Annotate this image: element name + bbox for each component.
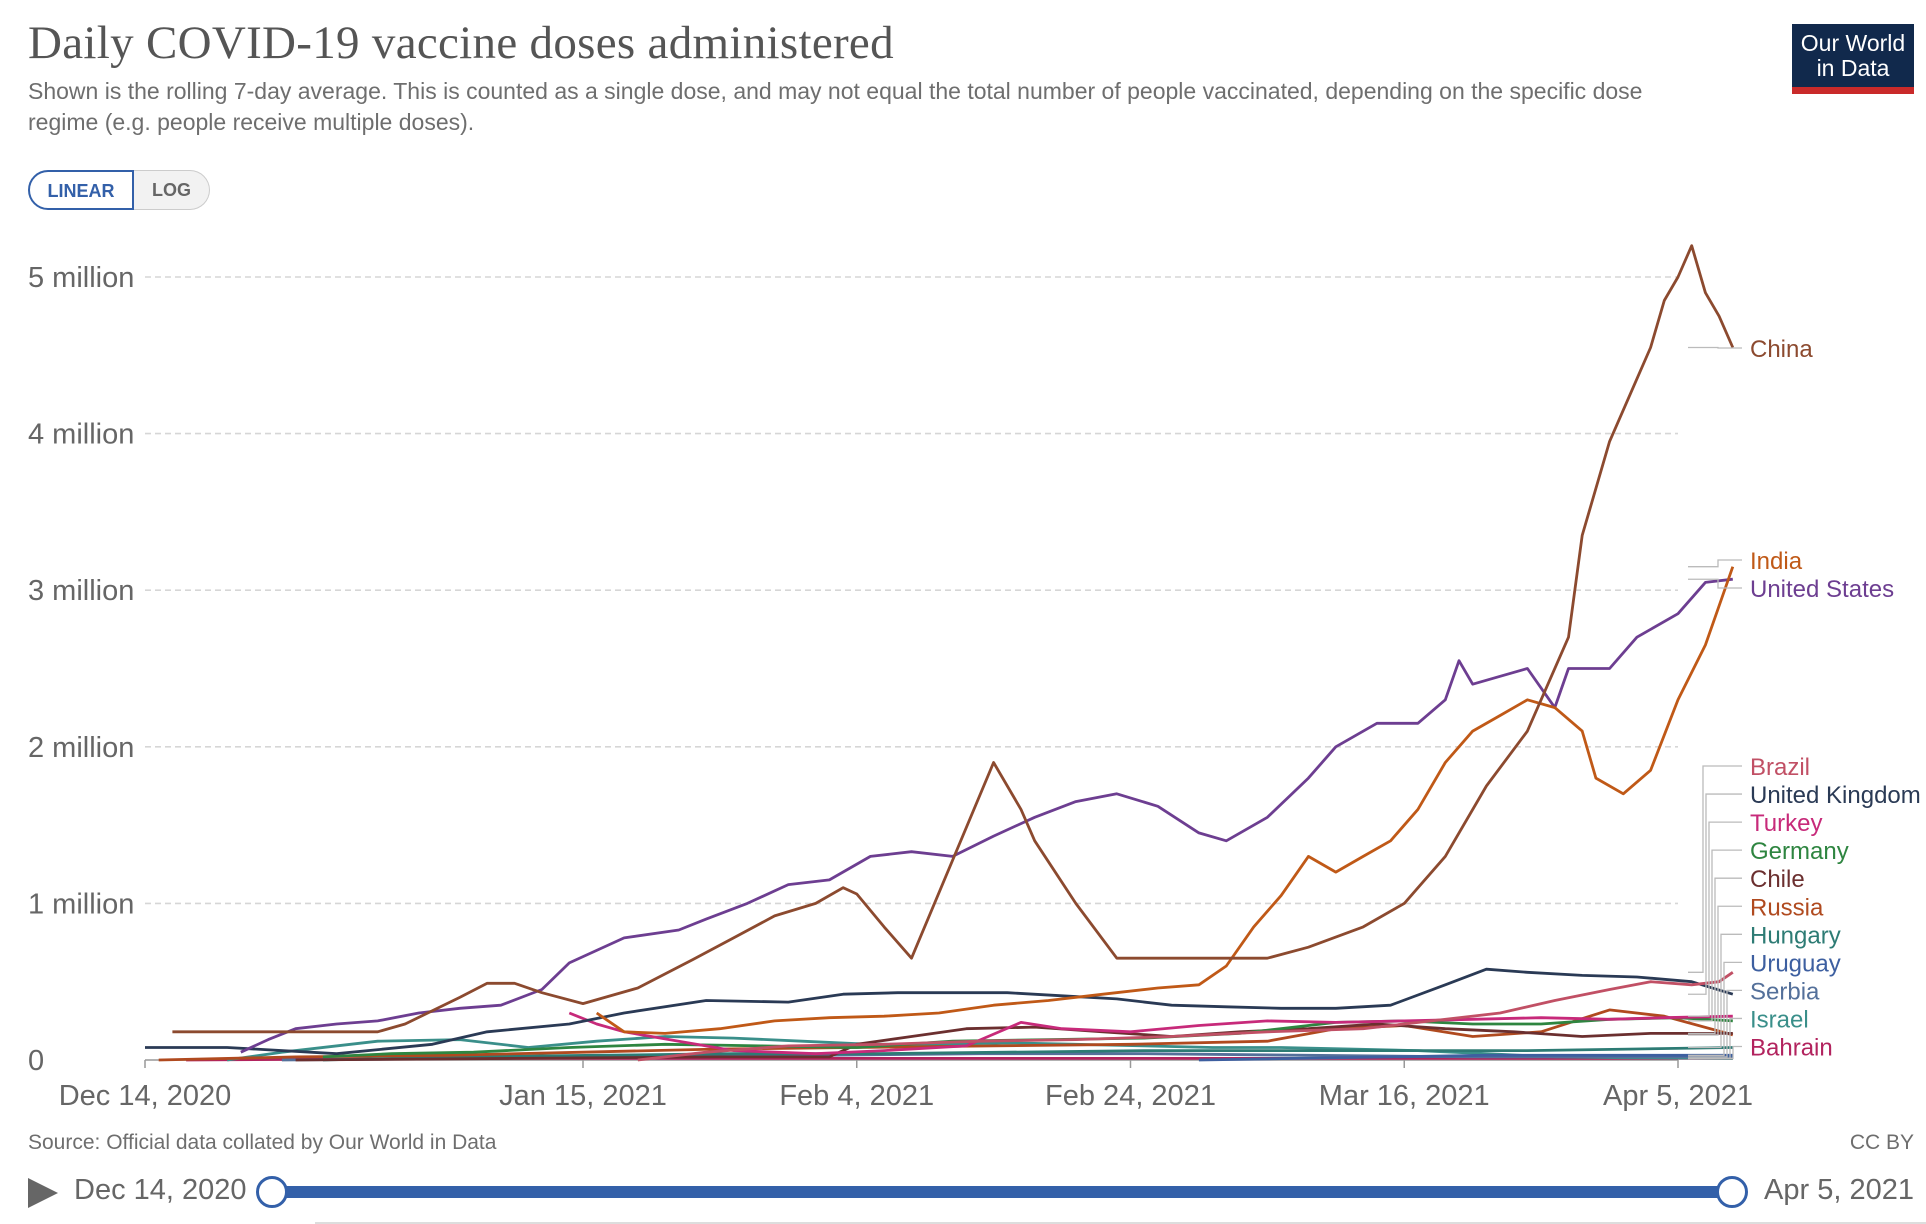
label-connector	[1688, 821, 1742, 1017]
series-line-united-states[interactable]	[240, 577, 1733, 1054]
bottom-divider	[315, 1222, 1926, 1224]
timeline-end-handle[interactable]	[1716, 1176, 1748, 1208]
label-connector	[1688, 765, 1742, 973]
x-tick-label: Feb 24, 2021	[1045, 1080, 1216, 1112]
series-label[interactable]: China	[1750, 336, 1813, 363]
owid-logo[interactable]: Our World in Data	[1792, 24, 1914, 94]
logo-line-1: Our World	[1800, 30, 1906, 56]
x-tick-label: Feb 4, 2021	[779, 1080, 934, 1112]
label-connector	[1688, 933, 1742, 1049]
series-label[interactable]: Hungary	[1750, 922, 1841, 949]
label-connector	[1688, 877, 1742, 1035]
x-tick-label: Mar 16, 2021	[1319, 1080, 1490, 1112]
label-connector	[1688, 989, 1742, 1058]
y-axis: 0 1 million 2 million 3 million 4 million 5 m…	[28, 262, 134, 1077]
y-tick-label: 0	[28, 1045, 44, 1077]
license-label[interactable]: CC BY	[1849, 1131, 1914, 1154]
series-label[interactable]: Bahrain	[1750, 1035, 1833, 1062]
series-label[interactable]: United Kingdom	[1750, 782, 1921, 809]
y-tick-label: 2 million	[28, 732, 134, 764]
series-line-turkey[interactable]	[568, 1011, 1733, 1056]
label-connector	[1688, 1045, 1742, 1060]
series-line-united-kingdom[interactable]	[145, 967, 1734, 1056]
series-line-hungary[interactable]	[322, 1046, 1733, 1062]
timeline-start-handle[interactable]	[256, 1176, 288, 1208]
series-label[interactable]: Chile	[1750, 866, 1805, 893]
chart-subtitle: Shown is the rolling 7-day average. This…	[28, 78, 1643, 135]
series-label[interactable]: Germany	[1750, 838, 1849, 865]
series-label[interactable]: Turkey	[1750, 810, 1822, 837]
grid-lines	[145, 276, 1678, 905]
label-connector	[1688, 961, 1742, 1056]
series-label[interactable]: Russia	[1750, 894, 1824, 921]
logo-line-2: in Data	[1816, 55, 1890, 81]
chart-title: Daily COVID-19 vaccine doses administere…	[28, 17, 894, 69]
series-label[interactable]: Uruguay	[1750, 950, 1841, 977]
x-tick-label: Apr 5, 2021	[1603, 1080, 1753, 1112]
y-tick-label: 3 million	[28, 575, 134, 607]
label-connector	[1688, 793, 1742, 995]
series-line-uruguay[interactable]	[1198, 1053, 1733, 1062]
series-line-brazil[interactable]	[637, 971, 1734, 1062]
series-label[interactable]: Israel	[1750, 1006, 1809, 1033]
x-axis: Dec 14, 2020 Jan 15, 2021 Feb 4, 2021 Feb 2…	[59, 1059, 1753, 1112]
label-connector	[1688, 849, 1742, 1022]
series-line-chile[interactable]	[295, 1022, 1733, 1062]
y-tick-label: 5 million	[28, 262, 134, 294]
series-label[interactable]: Brazil	[1750, 754, 1810, 781]
linear-scale-button[interactable]: LINEAR	[28, 170, 134, 210]
y-tick-label: 4 million	[28, 419, 134, 451]
label-connector	[1688, 905, 1742, 1036]
x-tick-label: Jan 15, 2021	[499, 1080, 667, 1112]
label-connector	[1688, 346, 1742, 349]
play-icon[interactable]	[28, 1178, 58, 1208]
source-note: Source: Official data collated by Our Wo…	[28, 1131, 497, 1154]
log-scale-button[interactable]: LOG	[134, 170, 210, 210]
timeline-start-label: Dec 14, 2020	[74, 1174, 247, 1206]
series-lines	[145, 244, 1735, 1062]
series-line-india[interactable]	[595, 566, 1735, 1035]
x-tick-label: Dec 14, 2020	[59, 1080, 232, 1112]
series-label[interactable]: United States	[1750, 576, 1894, 603]
series-label[interactable]: India	[1750, 548, 1803, 575]
series-line-china[interactable]	[172, 244, 1735, 1034]
label-connector	[1688, 559, 1742, 568]
y-tick-label: 1 million	[28, 888, 134, 920]
series-label[interactable]: Serbia	[1750, 978, 1820, 1005]
timeline-track[interactable]	[272, 1186, 1732, 1198]
label-connector	[1688, 578, 1742, 589]
timeline-end-label: Apr 5, 2021	[1764, 1174, 1914, 1206]
